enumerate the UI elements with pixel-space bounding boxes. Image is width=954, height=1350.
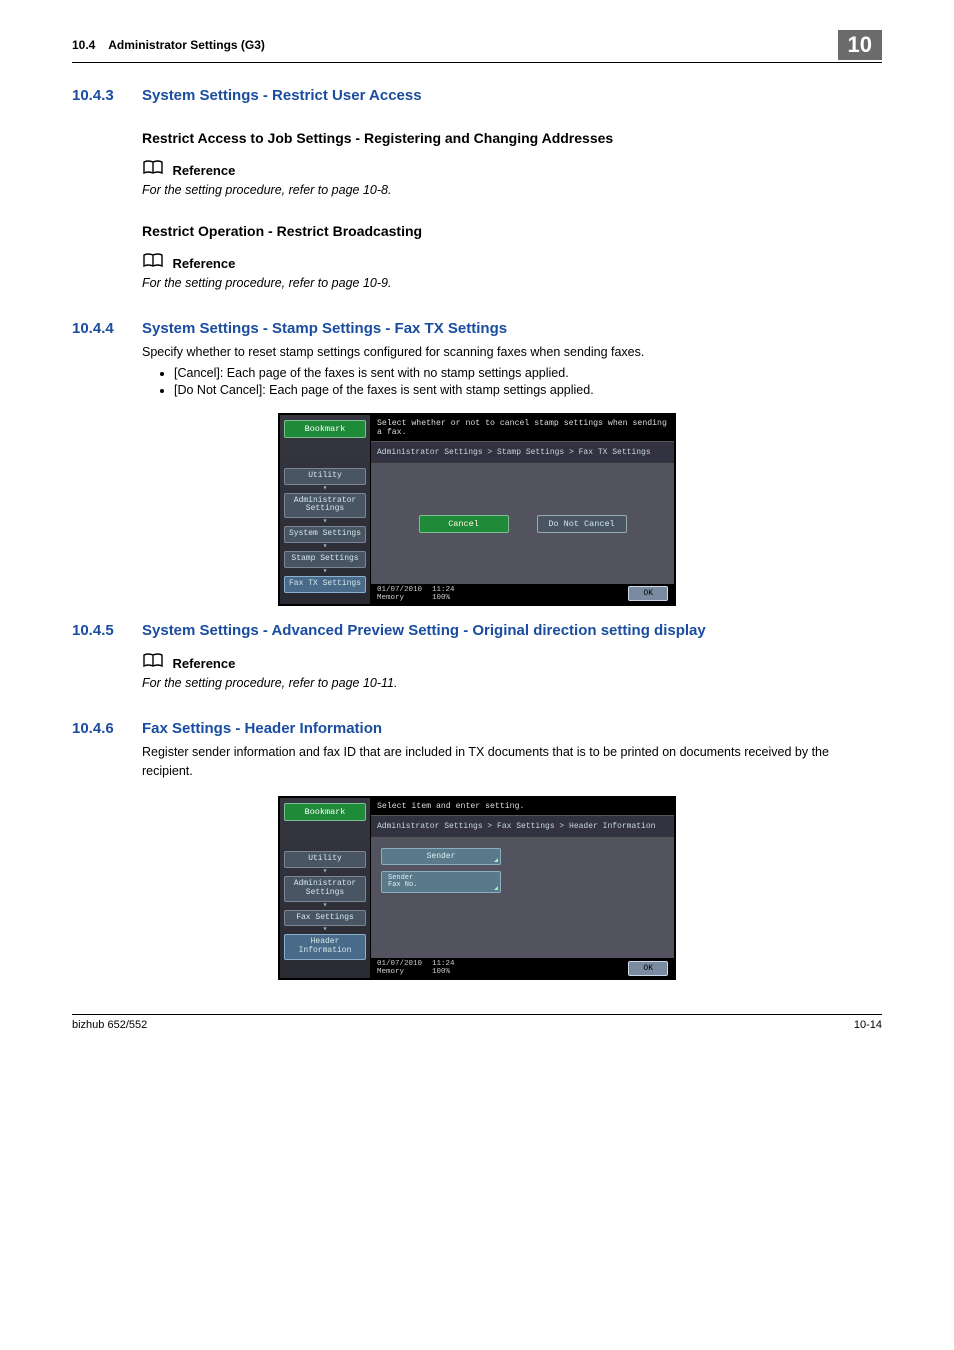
chevron-down-icon: ▾ bbox=[284, 545, 366, 549]
reference-block-1: Reference For the setting procedure, ref… bbox=[142, 160, 882, 197]
status-mem-val: 100% bbox=[432, 594, 455, 602]
screenshot-sidebar: Bookmark Utility ▾ Administrator Setting… bbox=[280, 798, 370, 978]
sec-num-1045: 10.4.5 bbox=[72, 622, 142, 639]
footer-left: bizhub 652/552 bbox=[72, 1019, 147, 1031]
chevron-down-icon: ▾ bbox=[284, 904, 366, 908]
section-1045-heading: 10.4.5 System Settings - Advanced Previe… bbox=[72, 622, 882, 639]
sub-title-restrict-access: Restrict Access to Job Settings - Regist… bbox=[142, 130, 882, 146]
status-mem-label: Memory bbox=[377, 594, 422, 602]
bullet-donotcancel: [Do Not Cancel]: Each page of the faxes … bbox=[174, 383, 882, 397]
sub-title-restrict-operation: Restrict Operation - Restrict Broadcasti… bbox=[142, 223, 882, 239]
reference-text: For the setting procedure, refer to page… bbox=[142, 183, 882, 197]
page-header: 10.4 Administrator Settings (G3) 10 bbox=[72, 30, 882, 63]
nav-admin-settings[interactable]: Administrator Settings bbox=[284, 876, 366, 902]
status-mem-val: 100% bbox=[432, 968, 455, 976]
nav-fax-tx-settings[interactable]: Fax TX Settings bbox=[284, 576, 366, 593]
cancel-option[interactable]: Cancel bbox=[419, 515, 509, 533]
chevron-down-icon: ▾ bbox=[284, 520, 366, 524]
sender-fax-no-field[interactable]: Sender Fax No. bbox=[381, 871, 501, 893]
nav-stamp-settings[interactable]: Stamp Settings bbox=[284, 551, 366, 568]
section-1044-heading: 10.4.4 System Settings - Stamp Settings … bbox=[72, 320, 882, 337]
breadcrumb: Administrator Settings > Stamp Settings … bbox=[371, 441, 674, 464]
nav-system-settings[interactable]: System Settings bbox=[284, 526, 366, 543]
do-not-cancel-option[interactable]: Do Not Cancel bbox=[537, 515, 627, 533]
nav-utility[interactable]: Utility bbox=[284, 468, 366, 485]
sender-field[interactable]: Sender bbox=[381, 848, 501, 865]
header-section-number: 10.4 bbox=[72, 38, 95, 52]
nav-utility[interactable]: Utility bbox=[284, 851, 366, 868]
screenshot-header-information: Bookmark Utility ▾ Administrator Setting… bbox=[278, 796, 676, 980]
chapter-badge: 10 bbox=[838, 30, 882, 60]
section-1046-heading: 10.4.6 Fax Settings - Header Information bbox=[72, 720, 882, 737]
chevron-down-icon: ▾ bbox=[284, 870, 366, 874]
screenshot-fax-tx-settings: Bookmark Utility ▾ Administrator Setting… bbox=[278, 413, 676, 606]
reference-label: Reference bbox=[172, 163, 235, 178]
nav-header-information[interactable]: Header Information bbox=[284, 934, 366, 960]
status-date: 01/07/2010 bbox=[377, 960, 422, 968]
content-area: Cancel Do Not Cancel bbox=[371, 464, 674, 584]
bookmark-button[interactable]: Bookmark bbox=[284, 420, 366, 438]
status-date: 01/07/2010 bbox=[377, 586, 422, 594]
status-time: 11:24 bbox=[432, 586, 455, 594]
screenshot-sidebar: Bookmark Utility ▾ Administrator Setting… bbox=[280, 415, 370, 604]
reference-block-2: Reference For the setting procedure, ref… bbox=[142, 253, 882, 290]
nav-fax-settings[interactable]: Fax Settings bbox=[284, 910, 366, 927]
sec-num-1043: 10.4.3 bbox=[72, 87, 142, 104]
footer-right: 10-14 bbox=[854, 1019, 882, 1031]
prompt-text: Select whether or not to cancel stamp se… bbox=[371, 415, 674, 441]
nav-admin-settings[interactable]: Administrator Settings bbox=[284, 493, 366, 519]
ok-button[interactable]: OK bbox=[628, 961, 668, 976]
book-icon bbox=[142, 653, 164, 674]
sec-title-1046: Fax Settings - Header Information bbox=[142, 720, 382, 737]
reference-block-3: Reference For the setting procedure, ref… bbox=[142, 653, 882, 690]
reference-label: Reference bbox=[172, 256, 235, 271]
chevron-down-icon: ▾ bbox=[284, 487, 366, 491]
ok-button[interactable]: OK bbox=[628, 586, 668, 601]
status-bar: 01/07/2010 Memory 11:24 100% OK bbox=[371, 584, 674, 604]
book-icon bbox=[142, 160, 164, 181]
prompt-text: Select item and enter setting. bbox=[371, 798, 674, 815]
reference-text: For the setting procedure, refer to page… bbox=[142, 276, 882, 290]
status-time: 11:24 bbox=[432, 960, 455, 968]
section-1043-heading: 10.4.3 System Settings - Restrict User A… bbox=[72, 87, 882, 104]
page-footer: bizhub 652/552 10-14 bbox=[72, 1014, 882, 1031]
reference-text: For the setting procedure, refer to page… bbox=[142, 676, 882, 690]
status-mem-label: Memory bbox=[377, 968, 422, 976]
sec-num-1044: 10.4.4 bbox=[72, 320, 142, 337]
reference-label: Reference bbox=[172, 656, 235, 671]
chevron-down-icon: ▾ bbox=[284, 928, 366, 932]
bullet-cancel: [Cancel]: Each page of the faxes is sent… bbox=[174, 366, 882, 380]
sec-title-1045: System Settings - Advanced Preview Setti… bbox=[142, 622, 706, 639]
intro-1044: Specify whether to reset stamp settings … bbox=[142, 343, 882, 362]
header-left: 10.4 Administrator Settings (G3) bbox=[72, 38, 265, 52]
sec-title-1044: System Settings - Stamp Settings - Fax T… bbox=[142, 320, 507, 337]
bullet-list-1044: [Cancel]: Each page of the faxes is sent… bbox=[142, 366, 882, 397]
breadcrumb: Administrator Settings > Fax Settings > … bbox=[371, 815, 674, 838]
intro-1046: Register sender information and fax ID t… bbox=[142, 743, 882, 781]
chevron-down-icon: ▾ bbox=[284, 570, 366, 574]
sec-title-1043: System Settings - Restrict User Access bbox=[142, 87, 422, 104]
status-bar: 01/07/2010 Memory 11:24 100% OK bbox=[371, 958, 674, 978]
bookmark-button[interactable]: Bookmark bbox=[284, 803, 366, 821]
sec-num-1046: 10.4.6 bbox=[72, 720, 142, 737]
book-icon bbox=[142, 253, 164, 274]
header-section-title: Administrator Settings (G3) bbox=[108, 38, 265, 52]
content-area: Sender Sender Fax No. bbox=[371, 838, 674, 958]
